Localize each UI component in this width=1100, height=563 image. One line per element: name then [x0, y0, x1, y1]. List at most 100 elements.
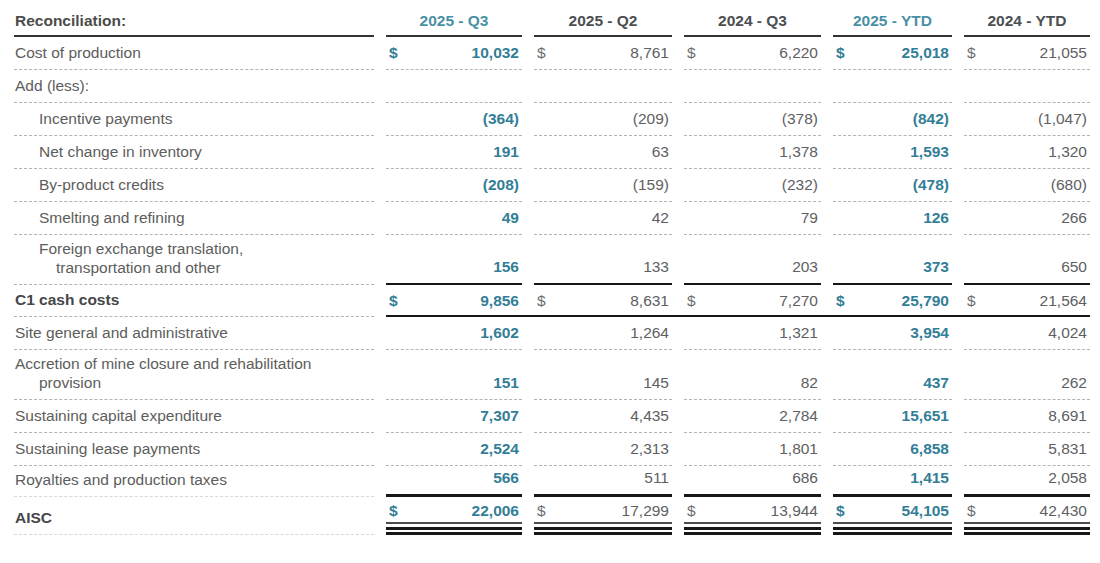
dollar-sign: $ — [964, 292, 976, 310]
value-cell — [684, 70, 821, 103]
cell-value: 4,435 — [630, 407, 672, 425]
cell-value: 373 — [923, 258, 952, 276]
table-row: Site general and administrative 1,602 1,26… — [14, 317, 1090, 350]
row-label-cell: Add (less): — [14, 70, 374, 103]
cell-value: 686 — [792, 469, 821, 487]
dollar-sign: $ — [833, 292, 845, 310]
value-cell: (478) — [833, 169, 952, 202]
cell-value: 1,321 — [779, 324, 821, 342]
value-cell: $7,270 — [684, 285, 821, 317]
value-cell: 82 — [684, 350, 821, 400]
cell-value: (232) — [782, 176, 821, 194]
row-label: Site general and administrative — [14, 323, 228, 342]
dollar-sign: $ — [534, 44, 546, 62]
value-wrap: (232) — [684, 176, 821, 194]
table-row: Royalties and production taxes5665116861… — [14, 466, 1090, 497]
value-wrap: 2,058 — [964, 469, 1090, 487]
row-label: Incentive payments — [14, 109, 173, 128]
value-wrap: 266 — [964, 209, 1090, 227]
cell-value: 1,415 — [910, 469, 952, 487]
cell-value: 262 — [1061, 374, 1090, 392]
value-wrap: $10,032 — [386, 44, 522, 62]
dollar-sign: $ — [833, 502, 845, 520]
cell-value: 2,058 — [1048, 469, 1090, 487]
row-label-cell: Sustaining lease payments — [14, 433, 374, 466]
row-label-cell: Cost of production — [14, 37, 374, 70]
table-row: Net change in inventory191631,3781,5931,… — [14, 136, 1090, 169]
value-wrap: 511 — [534, 469, 672, 487]
cell-value: 42,430 — [1040, 502, 1090, 520]
value-cell: $9,856 — [386, 285, 522, 317]
cell-value: 650 — [1061, 258, 1090, 276]
value-wrap: 1,415 — [833, 469, 952, 487]
dollar-sign: $ — [534, 502, 546, 520]
value-cell — [534, 70, 672, 103]
value-cell: 1,264 — [534, 317, 672, 350]
value-cell: 1,602 — [386, 317, 522, 350]
row-label-cell: C1 cash costs — [14, 285, 374, 317]
value-cell: 4,024 — [964, 317, 1090, 350]
value-cell: 4,435 — [534, 400, 672, 433]
value-cell: 1,320 — [964, 136, 1090, 169]
value-wrap: 1,264 — [534, 324, 672, 342]
value-cell: 511 — [534, 466, 672, 497]
table-row: Add (less): — [14, 70, 1090, 103]
value-wrap: 1,602 — [386, 324, 522, 342]
value-cell: 262 — [964, 350, 1090, 400]
value-wrap: 42 — [534, 209, 672, 227]
value-wrap: $17,299 — [534, 502, 672, 524]
value-cell: 151 — [386, 350, 522, 400]
dollar-sign: $ — [684, 292, 696, 310]
value-wrap: $25,018 — [833, 44, 952, 62]
row-label-cell: Foreign exchange translation,transportat… — [14, 235, 374, 285]
table-row: Smelting and refining494279126266 — [14, 202, 1090, 235]
cell-value: 79 — [801, 209, 821, 227]
value-cell: 1,378 — [684, 136, 821, 169]
value-wrap: (159) — [534, 176, 672, 194]
value-wrap: 437 — [833, 374, 952, 392]
value-cell: 2,058 — [964, 466, 1090, 497]
value-wrap: 1,801 — [684, 440, 821, 458]
dollar-sign: $ — [684, 44, 696, 62]
cell-value: 7,307 — [480, 407, 522, 425]
cell-value: 6,220 — [779, 44, 821, 62]
value-cell: 650 — [964, 235, 1090, 285]
dollar-sign: $ — [386, 44, 398, 62]
value-cell: (1,047) — [964, 103, 1090, 136]
column-header: 2025 - Q2 — [534, 6, 672, 37]
row-label: Sustaining lease payments — [14, 439, 200, 458]
row-label: Smelting and refining — [14, 208, 185, 227]
value-cell: 133 — [534, 235, 672, 285]
value-wrap: 203 — [684, 258, 821, 276]
value-wrap: 4,024 — [964, 324, 1090, 342]
cell-value: 21,055 — [1040, 44, 1090, 62]
value-wrap: (680) — [964, 176, 1090, 194]
value-cell: 1,415 — [833, 466, 952, 497]
table-row: Incentive payments(364)(209)(378)(842)(1… — [14, 103, 1090, 136]
value-wrap: $42,430 — [964, 502, 1090, 524]
value-cell: 5,831 — [964, 433, 1090, 466]
cell-value: 145 — [643, 374, 672, 392]
header-row-label-cell: Reconciliation: — [14, 6, 374, 37]
cell-value: 17,299 — [622, 502, 672, 520]
cell-value: (378) — [782, 110, 821, 128]
value-cell: 2,313 — [534, 433, 672, 466]
cell-value: (159) — [633, 176, 672, 194]
table-row: Sustaining capital expenditure 7,307 4,435… — [14, 400, 1090, 433]
cell-value: 25,018 — [902, 44, 952, 62]
row-label-cell: Sustaining capital expenditure — [14, 400, 374, 433]
value-wrap: 79 — [684, 209, 821, 227]
cell-value: 4,024 — [1048, 324, 1090, 342]
cell-value: 151 — [493, 374, 522, 392]
table-row: C1 cash costs$9,856$8,631$7,270$25,790$2… — [14, 285, 1090, 317]
value-cell: (680) — [964, 169, 1090, 202]
cell-value: 133 — [643, 258, 672, 276]
row-label: Royalties and production taxes — [14, 470, 227, 489]
table-row: Cost of production$10,032$8,761$6,220$25… — [14, 37, 1090, 70]
value-wrap: 1,593 — [833, 143, 952, 161]
value-wrap: $25,790 — [833, 292, 952, 310]
value-cell: $8,631 — [534, 285, 672, 317]
value-cell: 79 — [684, 202, 821, 235]
row-label: Sustaining capital expenditure — [14, 406, 222, 425]
cell-value: (680) — [1051, 176, 1090, 194]
